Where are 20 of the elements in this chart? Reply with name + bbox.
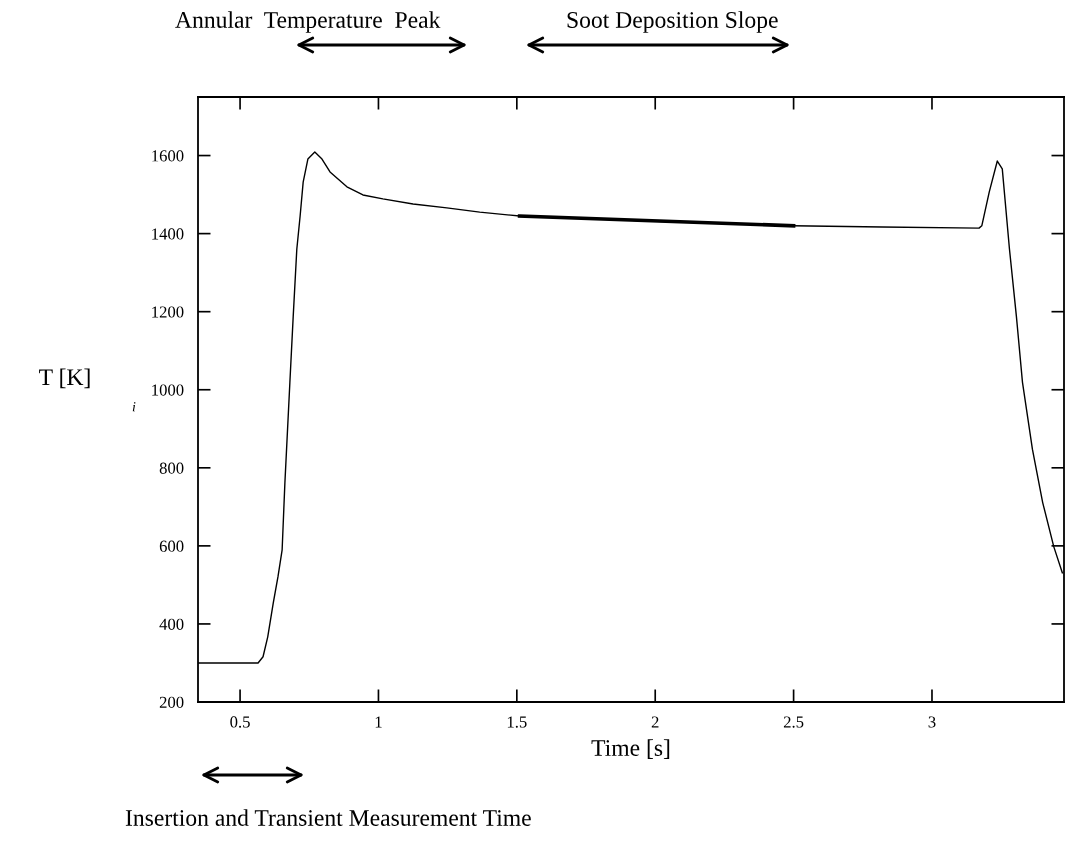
x-tick-label: 2.5 (783, 716, 804, 728)
y-tick-label: 800 (159, 462, 184, 474)
y-axis-title: T [K] (39, 368, 90, 389)
y-tick-label: 1600 (152, 150, 184, 162)
y-tick-label: 400 (159, 618, 184, 630)
x-tick-label: 3 (928, 716, 936, 728)
x-axis-title: Time [s] (591, 739, 670, 759)
y-tick-label: 1400 (152, 228, 184, 240)
x-tick-label: 1.5 (507, 716, 527, 728)
x-tick-label: 0.5 (230, 716, 250, 728)
text: Soot Deposition Slope (567, 11, 778, 33)
x-tick-label: 2 (651, 716, 659, 728)
x-tick-label: 1 (375, 716, 382, 728)
y-tick-label: 200 (159, 696, 184, 708)
y-tick-label: 1000 (152, 384, 184, 396)
text: Insertion and Transient Measurement Time (125, 809, 531, 826)
text: i (132, 402, 136, 412)
y-tick-label: 600 (159, 540, 184, 552)
text: Annular Temperature Peak (175, 11, 441, 33)
y-tick-label: 1200 (152, 306, 184, 318)
